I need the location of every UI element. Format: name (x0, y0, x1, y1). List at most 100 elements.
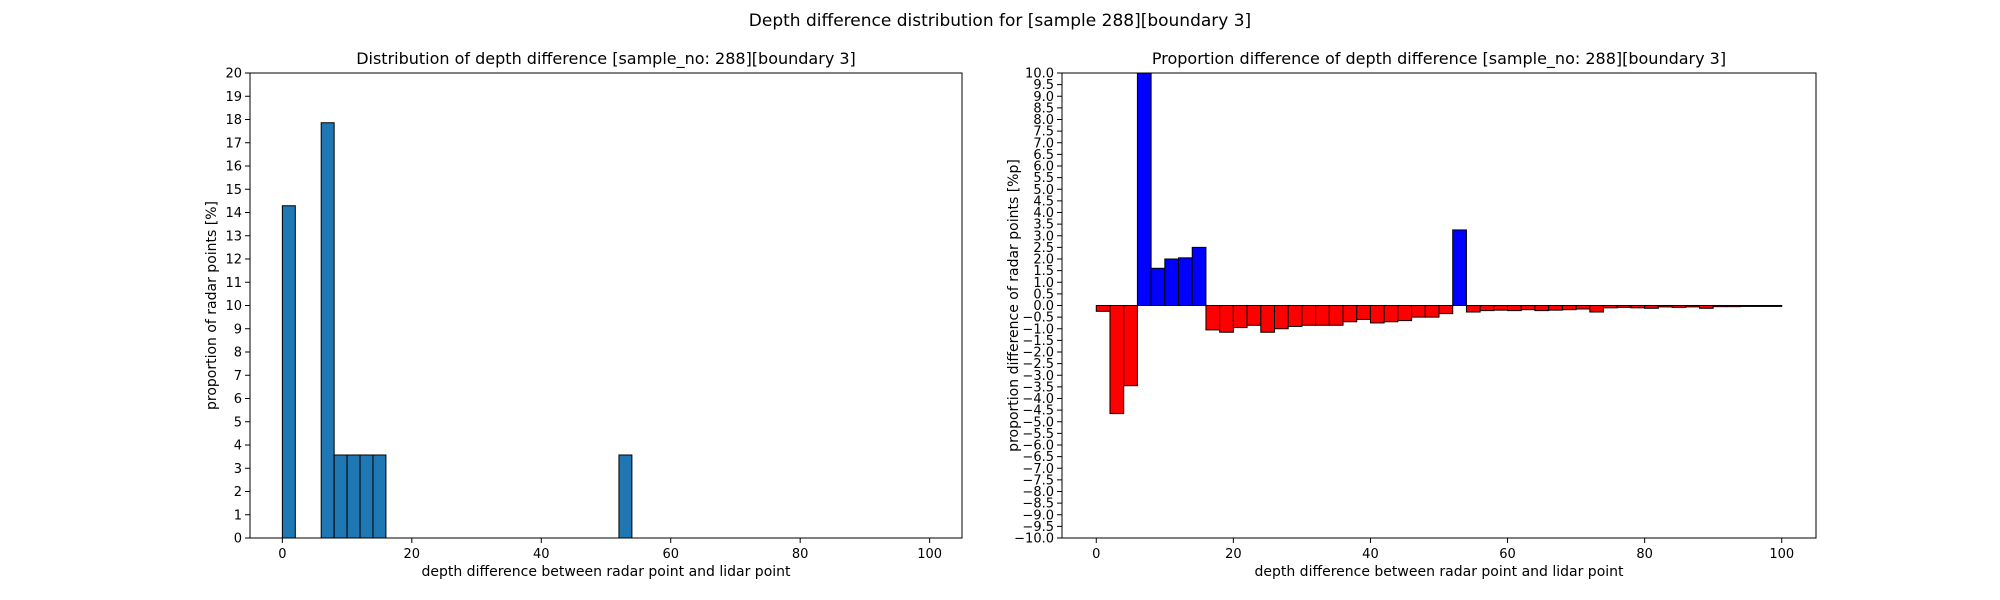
chart-1-x-tick-label: 20 (1225, 547, 1242, 562)
chart-1-y-tick-label: 1.5 (1033, 264, 1054, 279)
chart-0-bar (359, 454, 374, 538)
chart-1-bar (1465, 305, 1481, 313)
chart-1-y-tick-label: 10.0 (1025, 67, 1054, 82)
chart-1-y-tick-label: −9.5 (1022, 520, 1054, 535)
chart-0-ylabel: proportion of radar points [%] (204, 201, 220, 410)
chart-0-y-tick-label: 0 (234, 532, 242, 547)
chart-0-bars (281, 122, 633, 538)
chart-0-y-tick-label: 17 (225, 136, 242, 151)
chart-1-y-tick-label: 5.0 (1033, 183, 1054, 198)
chart-1-x-tick-label: 60 (1499, 547, 1516, 562)
chart-1-bar (1438, 305, 1454, 315)
chart-1-bar (1273, 305, 1289, 330)
chart-1-y-tick-label: −1.0 (1022, 322, 1054, 337)
chart-1-bar (1698, 305, 1714, 309)
chart-1-y-tick-label: 9.0 (1033, 90, 1054, 105)
chart-0-x-tick-label: 20 (404, 547, 421, 562)
chart-1-bar (1219, 305, 1234, 333)
chart-1-y-tick-label: −9.0 (1022, 508, 1054, 523)
chart-1-bar (1383, 305, 1399, 323)
chart-1-bar (1452, 229, 1467, 306)
chart-0-y-tick-label: 2 (234, 485, 242, 500)
chart-1-bar (1164, 258, 1180, 306)
chart-1-y-tick-label: 6.0 (1033, 160, 1054, 175)
chart-1-bar (1136, 73, 1152, 306)
right-chart-proportion-difference: Proportion difference of depth differenc… (1006, 49, 1817, 580)
chart-0-bar (320, 122, 335, 538)
chart-0-x-tick-label: 40 (533, 547, 550, 562)
chart-1-x-tick-label: 100 (1769, 547, 1794, 562)
chart-1-bar (1369, 305, 1385, 324)
chart-1-y-tick-label: −8.0 (1022, 485, 1054, 500)
chart-1-x-tick-label: 80 (1636, 547, 1653, 562)
chart-0-bar (346, 454, 361, 538)
chart-1-bar (1671, 305, 1687, 308)
chart-1-bar (1328, 305, 1344, 326)
chart-1-y-tick-label: 1.0 (1033, 276, 1054, 291)
chart-1-bar (1657, 305, 1673, 308)
chart-1-y-tick-label: −5.5 (1022, 427, 1054, 442)
chart-1-y-tick-label: −4.0 (1022, 392, 1054, 407)
chart-0-y-tick-label: 11 (225, 276, 242, 291)
chart-1-bar (1589, 305, 1605, 313)
chart-0-bar (281, 205, 296, 538)
chart-1-bar (1767, 305, 1783, 307)
chart-1-y-tick-label: −2.0 (1022, 346, 1054, 361)
chart-1-y-tick-label: 8.5 (1033, 101, 1054, 116)
chart-1-bar (1493, 305, 1509, 311)
chart-0-y-tick-label: 14 (225, 206, 242, 221)
chart-1-bar (1479, 305, 1495, 312)
chart-0-y-tick-label: 12 (225, 253, 242, 268)
chart-1-bar (1644, 305, 1659, 309)
chart-0-y-tick-label: 10 (225, 299, 242, 314)
chart-0-y-tick-label: 3 (234, 462, 242, 477)
chart-1-bar (1109, 305, 1125, 415)
chart-1-bar (1260, 305, 1275, 333)
chart-1-bar (1301, 305, 1317, 326)
chart-1-bar (1616, 305, 1632, 308)
chart-0-y-tick-label: 13 (225, 229, 242, 244)
chart-1-bar (1095, 305, 1111, 312)
figure-suptitle: Depth difference distribution for [sampl… (749, 11, 1251, 31)
chart-0-y-tick-label: 15 (225, 183, 242, 198)
chart-1-y-tick-label: −6.5 (1022, 450, 1054, 465)
chart-0-y-tick-label: 19 (225, 90, 242, 105)
chart-1-bar (1411, 305, 1426, 318)
chart-1-bar (1205, 305, 1221, 331)
chart-1-y-tick-label: 7.0 (1033, 136, 1054, 151)
chart-0-y-tick-label: 9 (234, 322, 242, 337)
chart-1-bar (1246, 305, 1262, 326)
chart-0-bar (333, 454, 348, 538)
chart-1-y-tick-label: 9.5 (1033, 78, 1054, 93)
chart-1-y-tick-label: −2.5 (1022, 357, 1054, 372)
chart-1-bar (1123, 305, 1138, 387)
chart-1-bar (1150, 267, 1166, 306)
chart-1-bar (1712, 305, 1728, 308)
chart-1-title: Proportion difference of depth differenc… (1152, 49, 1726, 69)
chart-0-bar (618, 454, 633, 538)
chart-1-y-tick-label: 6.5 (1033, 148, 1054, 163)
chart-1-y-tick-label: 5.5 (1033, 171, 1054, 186)
chart-1-bar (1740, 305, 1755, 307)
chart-1-y-tick-label: 2.5 (1033, 241, 1054, 256)
chart-0-x-tick-label: 80 (792, 547, 809, 562)
left-chart-distribution: Distribution of depth difference [sample… (204, 49, 963, 580)
chart-1-bar (1753, 305, 1769, 307)
chart-0-x-tick-label: 100 (917, 547, 942, 562)
chart-0-y-tick-label: 18 (225, 113, 242, 128)
chart-1-y-tick-label: 7.5 (1033, 125, 1054, 140)
chart-1-y-tick-label: 4.0 (1033, 206, 1054, 221)
chart-1-bar (1342, 305, 1358, 323)
chart-1-y-tick-label: 2.0 (1033, 253, 1054, 268)
chart-1-y-tick-label: −6.0 (1022, 439, 1054, 454)
chart-0-title: Distribution of depth difference [sample… (356, 49, 856, 69)
chart-1-y-tick-label: −5.0 (1022, 415, 1054, 430)
chart-0-x-tick-label: 0 (278, 547, 286, 562)
chart-1-bar (1356, 305, 1371, 320)
chart-1-bar (1191, 246, 1207, 306)
chart-1-x-tick-label: 40 (1362, 547, 1379, 562)
chart-1-xlabel: depth difference between radar point and… (1254, 564, 1624, 580)
chart-1-bar (1630, 305, 1646, 309)
chart-1-bar (1603, 305, 1618, 309)
chart-1-y-tick-label: −8.5 (1022, 497, 1054, 512)
